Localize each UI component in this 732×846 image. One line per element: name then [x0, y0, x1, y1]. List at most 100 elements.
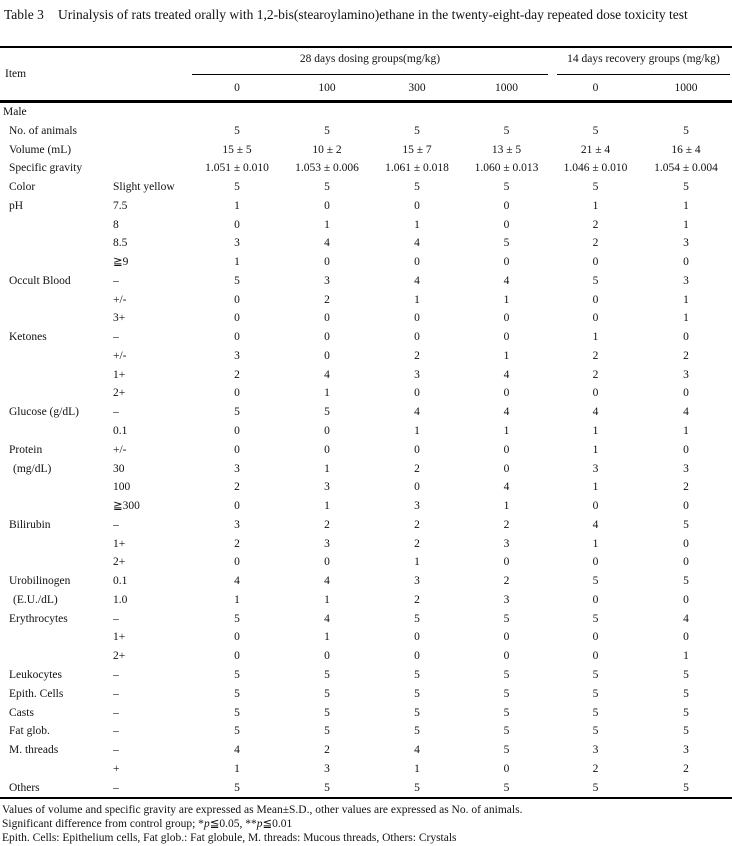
value-cell: 1.061 ± 0.018 — [385, 162, 449, 175]
table-row: Occult Blood – 5 3 4 4 5 3 — [0, 272, 732, 291]
qualifier-cell: 1+ — [113, 631, 126, 644]
value-cell: 4 — [324, 612, 330, 625]
value-cell: 0 — [234, 425, 240, 438]
value-cell: 5 — [683, 725, 689, 738]
footnote-italic-p: p — [256, 818, 263, 831]
value-cell — [372, 103, 462, 122]
value-cell: 1 — [592, 481, 599, 494]
value-cell: 5 — [503, 725, 510, 738]
value-cell: 1.054 ± 0.004 — [654, 162, 718, 175]
value-cell: 4 — [324, 368, 330, 381]
value-cell: 5 — [592, 274, 599, 287]
footnote-line: Significant difference from control grou… — [2, 817, 730, 831]
dose-header-cell: 0 — [592, 82, 599, 94]
qualifier-cell: 100 — [113, 481, 131, 494]
value-cell: 5 — [414, 181, 420, 194]
value-cell: 3 — [683, 462, 689, 475]
value-cell: 0 — [414, 650, 420, 663]
value-cell: 1 — [414, 425, 420, 438]
value-cell: 2 — [592, 218, 599, 231]
value-cell: 5 — [683, 781, 689, 794]
value-cell: 0 — [503, 762, 510, 775]
value-cell: 5 — [414, 781, 420, 794]
value-cell: 5 — [324, 725, 330, 738]
item-cell — [0, 366, 113, 385]
value-cell: 2 — [414, 462, 420, 475]
qualifier-cell: – — [113, 706, 119, 719]
item-cell: Bilirubin — [9, 518, 51, 531]
value-cell: 3 — [234, 518, 240, 531]
qualifier-cell: 1+ — [113, 368, 126, 381]
table-row: M. threads – 4 2 4 5 3 3 — [0, 741, 732, 760]
value-cell: 5 — [234, 406, 240, 419]
value-cell: 3 — [503, 537, 510, 550]
value-cell: 5 — [414, 124, 420, 137]
value-cell: 0 — [503, 218, 510, 231]
item-cell: (E.U./dL) — [13, 593, 58, 606]
qualifier-cell: 8 — [113, 218, 119, 231]
qualifier-cell: 1+ — [113, 537, 126, 550]
value-cell: 0 — [683, 443, 689, 456]
value-cell: 0 — [324, 425, 330, 438]
item-cell — [0, 234, 113, 253]
value-cell: 5 — [414, 612, 420, 625]
value-cell: 0 — [414, 199, 420, 212]
column-group-dosing: 28 days dosing groups(mg/kg) — [299, 53, 441, 65]
table-row: Color Slight yellow 5 5 5 5 5 5 — [0, 178, 732, 197]
value-cell: 5 — [503, 181, 510, 194]
value-cell: 4 — [592, 406, 599, 419]
value-cell: 5 — [234, 274, 240, 287]
qualifier-cell: – — [113, 274, 119, 287]
value-cell: 5 — [592, 612, 599, 625]
item-cell: Color — [9, 181, 36, 194]
table-row: 1+ 2 3 2 3 1 0 — [0, 535, 732, 554]
value-cell: 1 — [234, 256, 240, 269]
table-row: 1+ 2 4 3 4 2 3 — [0, 366, 732, 385]
footnote-text: Values of volume and specific gravity ar… — [2, 804, 523, 816]
value-cell: 5 — [324, 406, 330, 419]
item-cell — [0, 216, 113, 235]
value-cell: 0 — [234, 631, 240, 644]
table-row: Urobilinogen 0.1 4 4 3 2 5 5 — [0, 572, 732, 591]
value-cell: 1 — [324, 631, 330, 644]
value-cell: 0 — [683, 556, 689, 569]
value-cell: 1 — [683, 293, 689, 306]
dose-header-cell: 1000 — [674, 82, 698, 94]
value-cell: 5 — [592, 181, 599, 194]
value-cell: 0 — [503, 331, 510, 344]
value-cell: 3 — [683, 237, 689, 250]
value-cell: 0 — [234, 556, 240, 569]
value-cell: 13 ± 5 — [491, 143, 522, 156]
item-cell — [0, 497, 113, 516]
value-cell: 5 — [503, 124, 510, 137]
footnote-line: Epith. Cells: Epithelium cells, Fat glob… — [2, 831, 730, 845]
urinalysis-table: Item 28 days dosing groups(mg/kg) 14 day… — [0, 46, 732, 800]
value-cell: 10 ± 2 — [312, 143, 342, 156]
value-cell: 21 ± 4 — [580, 143, 611, 156]
value-cell: 2 — [592, 349, 599, 362]
qualifier-cell: – — [113, 725, 119, 738]
value-cell: 0 — [324, 556, 330, 569]
value-cell: 2 — [683, 762, 689, 775]
qualifier-cell: 8.5 — [113, 237, 128, 250]
value-cell: 4 — [503, 274, 510, 287]
value-cell: 5 — [234, 668, 240, 681]
table-header: Item 28 days dosing groups(mg/kg) 14 day… — [0, 46, 732, 103]
value-cell: 1 — [414, 556, 420, 569]
table-row: ≧300 0 1 3 1 0 0 — [0, 497, 732, 516]
table-row: Leukocytes – 5 5 5 5 5 5 — [0, 666, 732, 685]
value-cell: 5 — [592, 687, 599, 700]
value-cell: 1 — [503, 293, 510, 306]
value-cell: 1 — [503, 425, 510, 438]
dose-header-cell: 100 — [318, 82, 336, 94]
value-cell: 0 — [324, 199, 330, 212]
qualifier-cell: 2+ — [113, 387, 126, 400]
value-cell: 1.051 ± 0.010 — [205, 162, 269, 175]
table-row: Bilirubin – 3 2 2 2 4 5 — [0, 516, 732, 535]
qualifier-cell: – — [113, 781, 119, 794]
value-cell: 5 — [683, 181, 689, 194]
item-cell — [0, 647, 113, 666]
value-cell: 5 — [414, 668, 420, 681]
value-cell: 0 — [592, 312, 599, 325]
table-row: 8 0 1 1 0 2 1 — [0, 216, 732, 235]
